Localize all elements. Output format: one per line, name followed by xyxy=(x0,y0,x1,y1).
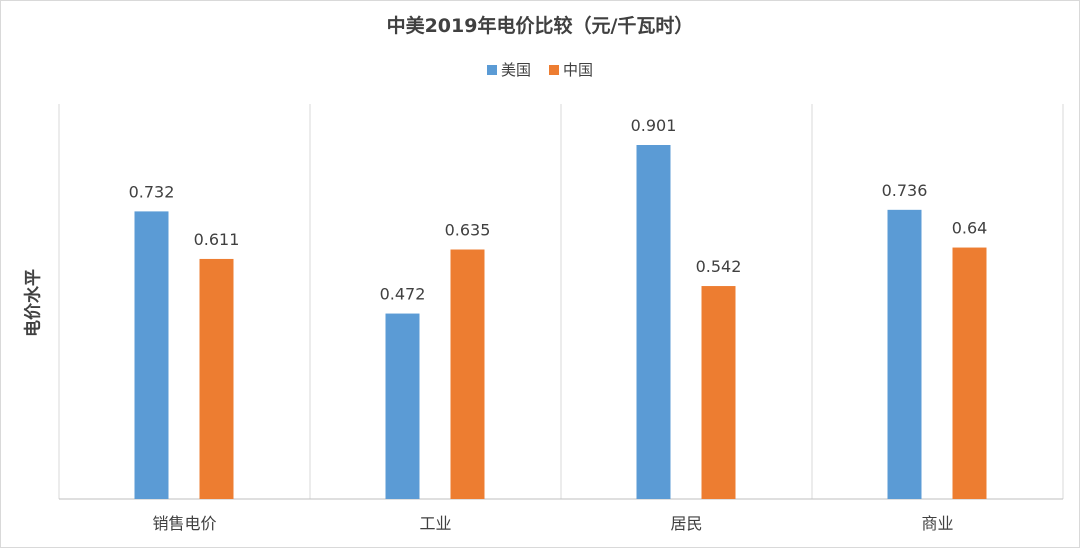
data-label-series-1-cat-0: 0.611 xyxy=(194,230,240,249)
data-label-series-1-cat-1: 0.635 xyxy=(445,221,491,240)
data-label-series-0-cat-2: 0.901 xyxy=(631,116,677,135)
x-tick-label-0: 销售电价 xyxy=(152,514,216,533)
data-label-series-0-cat-0: 0.732 xyxy=(129,182,175,201)
legend-label-series-1: 中国 xyxy=(563,61,594,79)
legend-item-series-0: 美国 xyxy=(486,59,531,80)
bar-series-1-cat-3 xyxy=(952,247,987,499)
data-label-series-0-cat-3: 0.736 xyxy=(882,181,928,200)
bar-series-0-cat-0 xyxy=(134,211,169,500)
bar-series-0-cat-1 xyxy=(385,313,420,499)
bar-series-1-cat-1 xyxy=(450,249,485,499)
legend-swatch-series-1 xyxy=(549,64,559,75)
bar-series-1-cat-0 xyxy=(199,258,234,499)
legend-swatch-series-0 xyxy=(486,64,497,75)
data-label-series-1-cat-2: 0.542 xyxy=(696,257,742,276)
legend: 美国 中国 xyxy=(1,59,1079,80)
x-tick-label-2: 居民 xyxy=(670,514,702,533)
chart-title: 中美2019年电价比较（元/千瓦时） xyxy=(386,15,694,37)
bar-series-1-cat-2 xyxy=(701,286,736,499)
x-tick-label-1: 工业 xyxy=(419,514,451,533)
legend-item-series-1: 中国 xyxy=(549,59,593,80)
legend-label-series-0: 美国 xyxy=(500,61,531,79)
data-label-series-1-cat-3: 0.64 xyxy=(952,219,988,238)
x-tick-label-3: 商业 xyxy=(921,514,953,533)
bar-series-0-cat-2 xyxy=(636,145,671,499)
data-label-series-0-cat-1: 0.472 xyxy=(380,285,426,304)
bar-series-0-cat-3 xyxy=(887,209,922,499)
